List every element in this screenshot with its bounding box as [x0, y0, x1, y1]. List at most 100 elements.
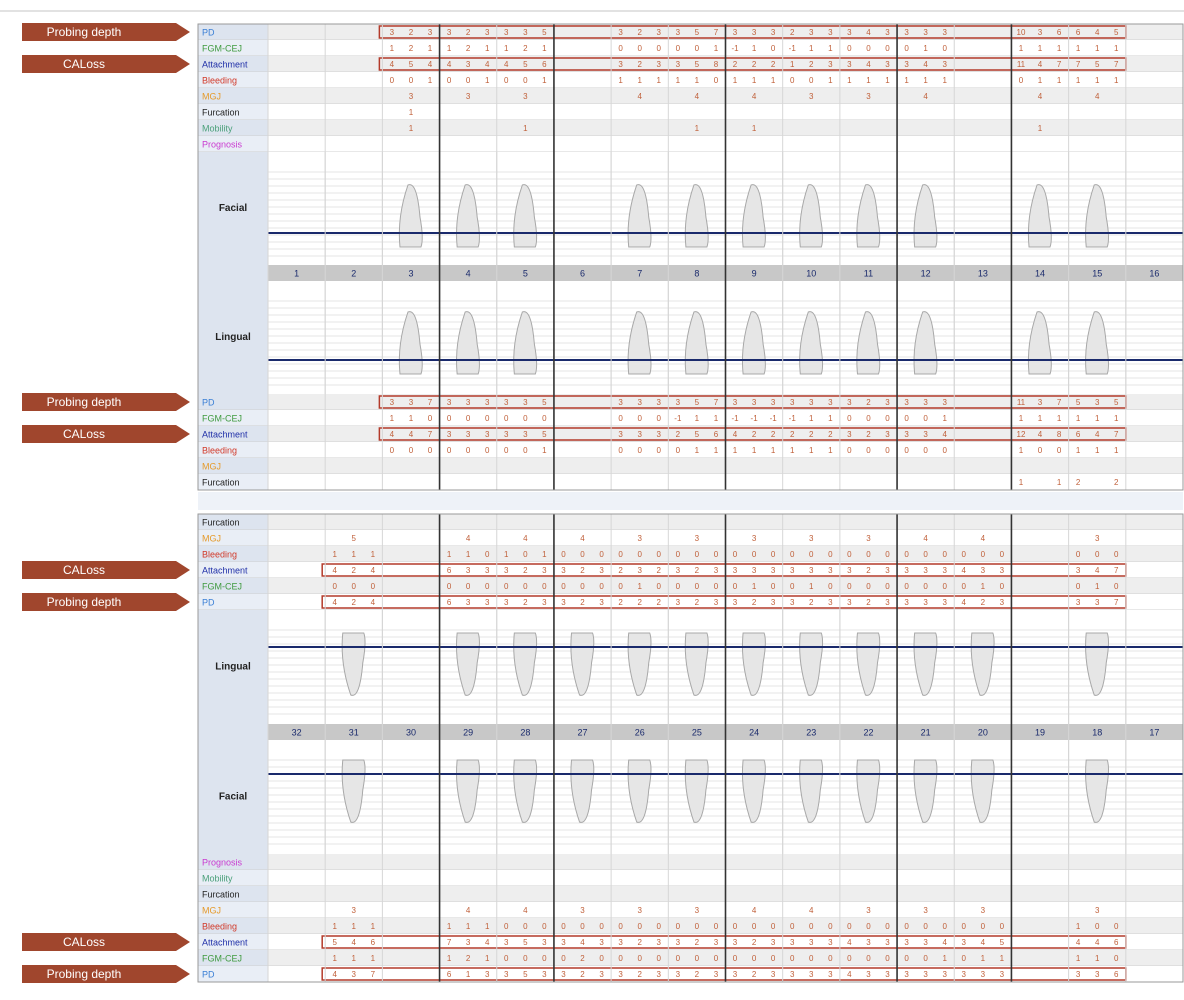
- cell-value: 3: [1095, 970, 1100, 979]
- cell-value: 7: [714, 28, 719, 37]
- tooth-number: 13: [978, 268, 988, 278]
- cell-value: 0: [428, 446, 433, 455]
- cell-value: 0: [904, 954, 909, 963]
- row-label: MGJ: [202, 533, 221, 543]
- cell-value: 4: [371, 598, 376, 607]
- cell-value: 3: [1038, 28, 1043, 37]
- cell-value: 3: [962, 938, 967, 947]
- cell-value: 2: [695, 938, 700, 947]
- cell-value: 0: [923, 550, 928, 559]
- cell-value: 4: [923, 92, 928, 101]
- cell-value: 2: [676, 430, 681, 439]
- cell-value: 1: [504, 44, 509, 53]
- cell-value: 0: [599, 550, 604, 559]
- cell-value: 4: [866, 60, 871, 69]
- cell-value: 3: [504, 398, 509, 407]
- cell-value: 3: [466, 598, 471, 607]
- cell-value: 0: [447, 76, 452, 85]
- cell-value: 2: [752, 938, 757, 947]
- callout-arrow: [22, 425, 190, 443]
- cell-value: 4: [942, 430, 947, 439]
- cell-value: 2: [466, 954, 471, 963]
- cell-value: 3: [695, 534, 700, 543]
- row-label: MGJ: [202, 905, 221, 915]
- cell-value: 2: [733, 60, 738, 69]
- callout-arrow: [22, 933, 190, 951]
- cell-value: 1: [904, 76, 909, 85]
- cell-value: 0: [733, 922, 738, 931]
- cell-value: -1: [789, 44, 797, 53]
- cell-value: 1: [866, 76, 871, 85]
- cell-value: 2: [790, 430, 795, 439]
- cell-value: 0: [904, 414, 909, 423]
- cell-value: 3: [466, 938, 471, 947]
- row-bg: [198, 104, 1183, 120]
- cell-value: 7: [714, 398, 719, 407]
- cell-value: 1: [1057, 414, 1062, 423]
- cell-value: 4: [428, 60, 433, 69]
- cell-value: 5: [695, 28, 700, 37]
- cell-value: 1: [485, 922, 490, 931]
- cell-value: 1: [1076, 446, 1081, 455]
- cell-value: 0: [885, 414, 890, 423]
- cell-value: 3: [542, 598, 547, 607]
- cell-value: 1: [390, 44, 395, 53]
- cell-value: 6: [1076, 430, 1081, 439]
- tooth-number: 8: [694, 268, 699, 278]
- cell-value: 3: [771, 598, 776, 607]
- cell-value: 1: [409, 108, 414, 117]
- cell-value: 3: [466, 92, 471, 101]
- cell-value: 3: [352, 906, 357, 915]
- cell-value: 4: [332, 970, 337, 979]
- cell-value: 0: [352, 582, 357, 591]
- cell-value: 3: [504, 430, 509, 439]
- cell-value: 3: [618, 398, 623, 407]
- row-bg: [198, 410, 1183, 426]
- cell-value: 0: [657, 954, 662, 963]
- cell-value: 0: [523, 76, 528, 85]
- cell-value: 2: [981, 598, 986, 607]
- cell-value: 4: [580, 938, 585, 947]
- cell-value: 1: [390, 414, 395, 423]
- cell-value: 1: [352, 954, 357, 963]
- cell-value: 4: [504, 60, 509, 69]
- cell-value: 0: [523, 446, 528, 455]
- cell-value: 7: [1114, 566, 1119, 575]
- row-label: MGJ: [202, 91, 221, 101]
- row-bg: [198, 40, 1183, 56]
- cell-value: 0: [504, 76, 509, 85]
- cell-value: 3: [771, 398, 776, 407]
- cell-value: 4: [1095, 566, 1100, 575]
- cell-value: 4: [752, 92, 757, 101]
- cell-value: 3: [923, 906, 928, 915]
- cell-value: 4: [523, 906, 528, 915]
- cell-value: 3: [561, 970, 566, 979]
- cell-value: 4: [866, 28, 871, 37]
- cell-value: 3: [580, 906, 585, 915]
- tooth-number: 16: [1149, 268, 1159, 278]
- cell-value: 3: [1076, 598, 1081, 607]
- tooth-number: 3: [408, 268, 413, 278]
- cell-value: 3: [885, 60, 890, 69]
- cell-value: 0: [847, 922, 852, 931]
- cell-value: 3: [790, 938, 795, 947]
- cell-value: 3: [1095, 598, 1100, 607]
- cell-value: 0: [771, 550, 776, 559]
- cell-value: 1: [637, 582, 642, 591]
- cell-value: 2: [752, 430, 757, 439]
- cell-value: 4: [409, 430, 414, 439]
- cell-value: 2: [637, 60, 642, 69]
- cell-value: 1: [1019, 44, 1024, 53]
- cell-value: 5: [695, 430, 700, 439]
- cell-value: 4: [332, 598, 337, 607]
- cell-value: 3: [637, 566, 642, 575]
- row-bg: [198, 514, 1183, 530]
- cell-value: 0: [962, 954, 967, 963]
- cell-value: 0: [390, 76, 395, 85]
- cell-value: 1: [1038, 76, 1043, 85]
- cell-value: 0: [847, 446, 852, 455]
- cell-value: 3: [809, 534, 814, 543]
- cell-value: 0: [733, 582, 738, 591]
- cell-value: 2: [466, 44, 471, 53]
- cell-value: 0: [676, 922, 681, 931]
